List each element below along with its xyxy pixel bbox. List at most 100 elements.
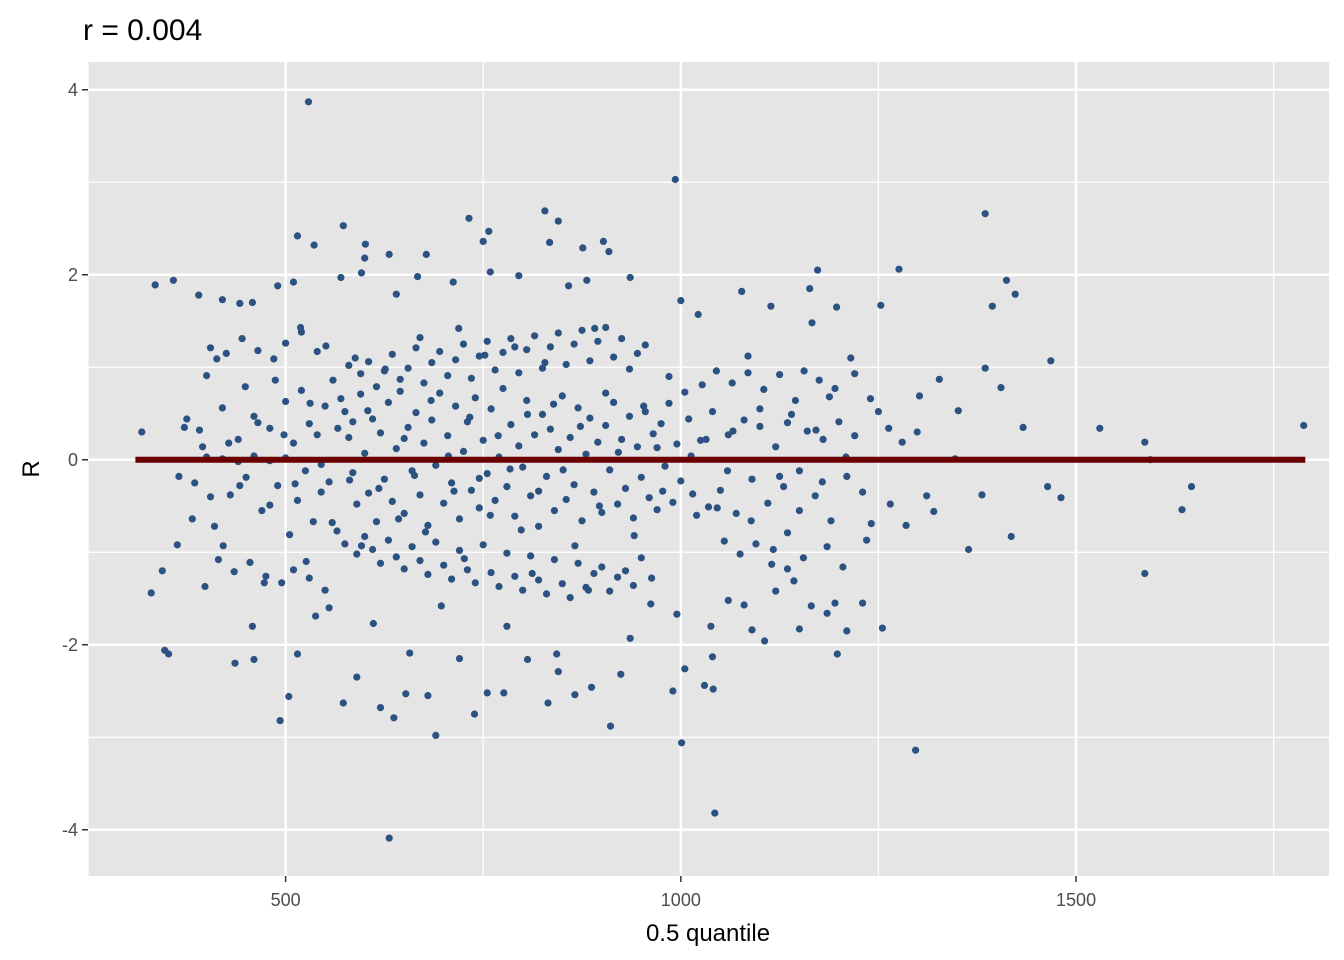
data-point (978, 491, 986, 499)
data-point (626, 634, 634, 642)
data-point (582, 450, 590, 458)
data-point (625, 365, 634, 373)
data-point (997, 384, 1005, 392)
data-point (392, 553, 400, 561)
data-point (586, 414, 594, 422)
data-point (289, 566, 298, 574)
data-point (437, 602, 445, 610)
data-point (452, 356, 460, 364)
data-point (562, 360, 570, 369)
data-point (289, 278, 298, 286)
data-point (912, 746, 920, 754)
data-point (481, 351, 489, 359)
data-point (463, 566, 471, 574)
data-point (694, 310, 702, 319)
data-point (550, 400, 558, 408)
data-point (697, 436, 705, 444)
data-point (712, 367, 721, 375)
data-point (455, 515, 464, 523)
data-point (483, 337, 491, 345)
data-point (665, 399, 673, 407)
data-point (511, 343, 519, 351)
data-point (847, 354, 855, 362)
data-point (523, 396, 531, 405)
data-point (402, 690, 410, 698)
data-point (503, 549, 511, 557)
data-point (681, 388, 689, 396)
y-tick-label: -2 (62, 635, 78, 655)
data-point (312, 612, 320, 620)
data-point (214, 556, 222, 564)
data-point (553, 650, 561, 658)
data-point (702, 435, 710, 443)
data-point (935, 375, 943, 383)
data-point (599, 237, 608, 245)
x-axis-ticks: 500 1000 1500 (271, 876, 1096, 910)
data-point (486, 268, 494, 276)
data-point (503, 622, 511, 630)
data-point (833, 650, 841, 658)
data-point (541, 207, 549, 215)
data-point (183, 415, 191, 423)
data-point (566, 433, 574, 442)
data-point (271, 376, 279, 384)
data-point (432, 461, 440, 469)
data-point (337, 273, 345, 282)
data-point (740, 601, 748, 609)
data-point (700, 681, 709, 690)
data-point (313, 347, 321, 356)
data-point (744, 352, 752, 360)
data-point (384, 536, 392, 544)
data-point (736, 550, 744, 558)
data-point (515, 272, 523, 280)
data-point (606, 587, 614, 595)
data-point (677, 297, 685, 305)
x-tick-label: 1500 (1056, 890, 1096, 910)
data-point (361, 240, 369, 248)
data-point (831, 384, 839, 393)
data-point (339, 699, 347, 707)
data-point (523, 346, 531, 354)
data-point (334, 424, 342, 432)
data-point (574, 559, 582, 567)
data-point (677, 477, 685, 485)
data-point (723, 467, 732, 475)
data-point (499, 384, 507, 393)
data-point (400, 565, 408, 573)
data-point (550, 556, 559, 564)
data-point (641, 341, 649, 349)
data-point (606, 722, 615, 730)
data-point (282, 339, 290, 347)
data-point (783, 419, 792, 427)
data-point (1002, 276, 1011, 284)
data-point (671, 175, 679, 184)
data-point (1007, 532, 1015, 541)
data-point (653, 506, 661, 514)
data-point (732, 509, 740, 517)
data-point (1300, 421, 1308, 430)
data-point (225, 439, 233, 447)
data-point (384, 398, 392, 406)
data-point (831, 599, 839, 607)
data-point (450, 487, 458, 495)
data-point (322, 342, 330, 350)
data-point (728, 379, 736, 387)
data-point (748, 475, 756, 483)
data-point (422, 250, 430, 258)
data-point (357, 269, 366, 277)
data-point (835, 418, 843, 426)
data-point (475, 504, 483, 512)
data-point (328, 519, 336, 527)
data-point (293, 232, 302, 240)
data-point (578, 326, 586, 334)
data-point (500, 689, 508, 697)
data-point (851, 432, 859, 440)
data-point (827, 517, 835, 525)
y-tick-label: 4 (68, 80, 78, 100)
data-point (843, 627, 851, 635)
data-point (448, 479, 456, 487)
data-point (203, 372, 211, 380)
data-point (310, 241, 318, 249)
data-point (507, 421, 515, 429)
